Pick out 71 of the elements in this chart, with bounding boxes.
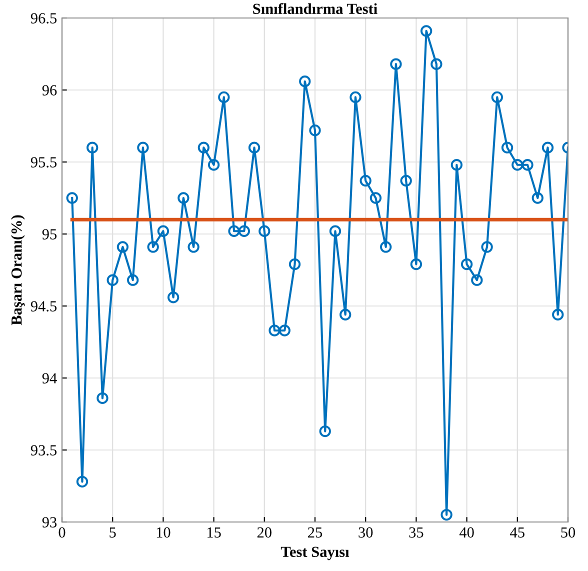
point: [329, 225, 342, 237]
point: [450, 159, 463, 171]
point: [188, 241, 200, 253]
point: [278, 324, 290, 336]
y-axis-title: Başarı Oranı(%): [10, 215, 25, 326]
chart-title: Sınıflandırma Testi: [253, 3, 378, 14]
point: [522, 159, 534, 171]
point: [380, 241, 392, 253]
point: [299, 76, 311, 88]
point: [319, 425, 331, 438]
point: [532, 192, 544, 204]
point: [288, 258, 301, 270]
y-tick-label: 96.5: [30, 13, 57, 24]
point: [400, 174, 412, 187]
y-tick-label: 95: [42, 229, 57, 240]
point: [430, 58, 442, 70]
point: [228, 225, 240, 237]
point: [410, 258, 422, 270]
point: [208, 159, 220, 171]
x-tick-label: 20: [257, 527, 272, 538]
point: [248, 142, 260, 154]
x-tick-label: 50: [561, 527, 576, 538]
point: [66, 192, 78, 204]
point: [96, 392, 108, 404]
point: [552, 308, 564, 320]
y-tick-label: 96: [42, 85, 57, 96]
point: [471, 274, 483, 286]
y-tick-label: 95.5: [30, 157, 57, 168]
point: [440, 508, 452, 521]
point: [542, 142, 554, 154]
point: [198, 142, 210, 154]
point: [238, 225, 250, 237]
y-tick-label: 93: [42, 517, 57, 528]
point: [370, 192, 382, 204]
point: [350, 91, 362, 104]
point: [137, 142, 149, 154]
x-tick-label: 5: [110, 527, 116, 538]
point: [218, 91, 230, 104]
x-tick-label: 0: [58, 527, 66, 538]
x-tick-label: 10: [156, 527, 170, 538]
point: [501, 142, 514, 154]
point: [360, 174, 372, 187]
point: [420, 25, 432, 37]
point: [86, 142, 98, 154]
x-tick-label: 25: [308, 527, 322, 538]
point: [268, 324, 280, 336]
point: [309, 124, 321, 136]
point: [481, 241, 493, 253]
x-tick-label: 35: [409, 527, 424, 538]
point: [106, 274, 118, 286]
x-tick-label: 45: [510, 527, 524, 538]
point: [157, 225, 170, 237]
y-tick-label: 94: [42, 373, 57, 384]
x-axis-title: Test Sayısı: [280, 546, 350, 560]
point: [390, 58, 402, 70]
point: [147, 241, 159, 253]
x-tick-label: 40: [459, 527, 474, 538]
x-tick-label: 15: [208, 527, 221, 538]
point: [491, 91, 503, 104]
point: [167, 292, 180, 304]
y-tick-label: 93.5: [30, 445, 57, 456]
point: [512, 159, 524, 171]
point: [76, 476, 88, 488]
point: [116, 241, 129, 253]
point: [127, 274, 139, 286]
y-tick-label: 94.5: [30, 301, 57, 312]
point: [340, 308, 352, 320]
point: [258, 225, 270, 237]
x-tick-label: 30: [358, 527, 373, 538]
point: [460, 258, 473, 270]
point: [178, 192, 190, 204]
